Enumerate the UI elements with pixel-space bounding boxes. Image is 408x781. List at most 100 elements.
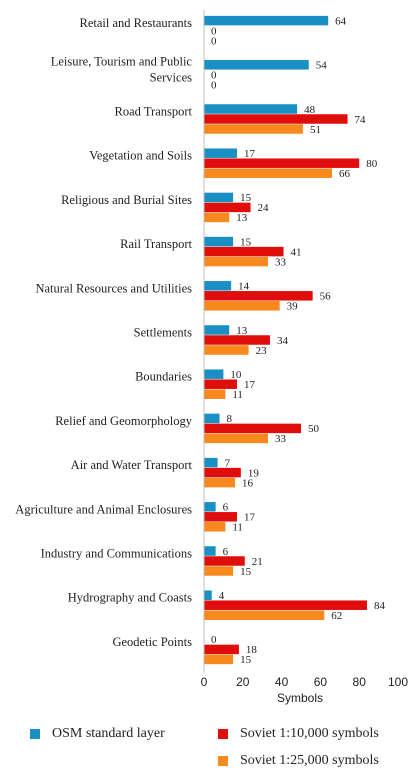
value-label-soviet-1-10-000-symbols-boundaries: 17 [244,379,256,391]
value-label-osm-standard-layer-boundaries: 10 [230,369,242,381]
bar-osm-standard-layer-leisure-tourism-and-public-services [204,60,309,70]
bar-soviet-1-10-000-symbols-vegetation-and-soils [204,158,360,168]
value-label-osm-standard-layer-relief-and-geomorphology: 8 [227,413,233,425]
bar-soviet-1-25-000-symbols-religious-and-burial-sites [204,212,230,223]
value-label-osm-standard-layer-vegetation-and-soils: 17 [244,148,256,160]
value-label-soviet-1-25-000-symbols-rail-transport: 33 [275,256,287,268]
x-tick-label-80: 80 [353,675,367,689]
x-axis-title: Symbols [277,691,323,705]
legend-item-soviet-25k: Soviet 1:25,000 symbols [218,753,379,769]
bar-soviet-1-25-000-symbols-boundaries [204,389,226,399]
legend-swatch-soviet-10k [218,729,228,739]
value-label-soviet-1-10-000-symbols-retail-and-restaurants: 0 [211,25,217,37]
value-label-soviet-1-10-000-symbols-hydrography-and-coasts: 84 [374,600,386,612]
value-label-soviet-1-25-000-symbols-relief-and-geomorphology: 33 [275,433,287,445]
value-label-soviet-1-25-000-symbols-boundaries: 11 [232,389,243,401]
value-label-soviet-1-10-000-symbols-relief-and-geomorphology: 50 [308,423,320,435]
bar-soviet-1-10-000-symbols-industry-and-communications [204,556,245,566]
bar-osm-standard-layer-road-transport [204,104,298,114]
value-label-soviet-1-10-000-symbols-road-transport: 74 [355,114,367,126]
value-label-osm-standard-layer-settlements: 13 [236,325,248,337]
category-label-settlements: Settlements [134,326,192,340]
legend-label-soviet-10k: Soviet 1:10,000 symbols [240,726,379,741]
bar-soviet-1-10-000-symbols-road-transport [204,114,348,124]
value-label-soviet-1-25-000-symbols-natural-resources-and-utilities: 39 [287,301,299,313]
value-label-soviet-1-25-000-symbols-agriculture-and-animal-enclosures: 11 [232,522,243,534]
category-label-religious-and-burial-sites: Religious and Burial Sites [61,193,192,207]
value-label-soviet-1-25-000-symbols-industry-and-communications: 15 [240,566,252,578]
bar-soviet-1-25-000-symbols-industry-and-communications [204,566,234,576]
category-label-industry-and-communications: Industry and Communications [41,547,193,561]
value-label-soviet-1-25-000-symbols-geodetic-points: 15 [240,654,252,666]
category-label-rail-transport: Rail Transport [120,237,192,251]
value-label-osm-standard-layer-industry-and-communications: 6 [223,546,229,558]
bar-soviet-1-25-000-symbols-agriculture-and-animal-enclosures [204,522,226,532]
value-label-soviet-1-10-000-symbols-rail-transport: 41 [291,246,302,258]
value-label-soviet-1-10-000-symbols-vegetation-and-soils: 80 [366,158,378,170]
value-label-soviet-1-25-000-symbols-religious-and-burial-sites: 13 [236,212,248,224]
bar-osm-standard-layer-natural-resources-and-utilities [204,281,232,291]
bar-soviet-1-25-000-symbols-rail-transport [204,256,269,267]
bar-osm-standard-layer-retail-and-restaurants [204,15,329,26]
bar-soviet-1-10-000-symbols-boundaries [204,379,237,389]
bar-osm-standard-layer-relief-and-geomorphology [204,413,220,424]
bar-soviet-1-25-000-symbols-natural-resources-and-utilities [204,301,280,311]
bar-osm-standard-layer-industry-and-communications [204,546,216,556]
value-label-soviet-1-25-000-symbols-hydrography-and-coasts: 62 [331,610,342,622]
category-label-boundaries: Boundaries [135,370,192,384]
bar-soviet-1-25-000-symbols-air-and-water-transport [204,477,236,488]
bar-osm-standard-layer-rail-transport [204,236,234,247]
bar-osm-standard-layer-boundaries [204,369,224,379]
legend-label-osm: OSM standard layer [52,726,165,741]
bar-osm-standard-layer-settlements [204,325,230,335]
bar-soviet-1-25-000-symbols-relief-and-geomorphology [204,433,269,444]
value-label-soviet-1-10-000-symbols-religious-and-burial-sites: 24 [258,202,270,214]
value-label-soviet-1-10-000-symbols-geodetic-points: 18 [246,644,257,656]
bar-soviet-1-10-000-symbols-relief-and-geomorphology [204,423,301,434]
bar-soviet-1-25-000-symbols-settlements [204,345,249,355]
value-label-soviet-1-10-000-symbols-settlements: 34 [277,335,289,347]
bar-soviet-1-25-000-symbols-vegetation-and-soils [204,168,333,178]
x-tick-label-0: 0 [201,675,208,689]
bar-osm-standard-layer-air-and-water-transport [204,457,218,468]
bar-soviet-1-10-000-symbols-religious-and-burial-sites [204,202,251,213]
x-tick-label-60: 60 [314,675,328,689]
value-label-osm-standard-layer-geodetic-points: 0 [211,634,217,646]
bar-osm-standard-layer-vegetation-and-soils [204,148,237,158]
value-label-soviet-1-25-000-symbols-road-transport: 51 [310,124,321,136]
value-label-soviet-1-10-000-symbols-natural-resources-and-utilities: 56 [320,291,332,303]
value-label-osm-standard-layer-rail-transport: 15 [240,236,252,248]
bar-soviet-1-25-000-symbols-road-transport [204,124,303,134]
value-label-soviet-1-10-000-symbols-air-and-water-transport: 19 [248,467,259,479]
x-tick-label-20: 20 [236,675,250,689]
legend-swatch-soviet-25k [218,756,228,766]
category-label-natural-resources-and-utilities: Natural Resources and Utilities [35,281,192,295]
category-label-retail-and-restaurants: Retail and Restaurants [80,16,193,30]
bar-soviet-1-10-000-symbols-air-and-water-transport [204,467,241,478]
bar-soviet-1-10-000-symbols-hydrography-and-coasts [204,600,367,610]
category-label-road-transport: Road Transport [115,105,193,119]
legend-item-soviet-10k: Soviet 1:10,000 symbols [218,726,379,742]
bar-osm-standard-layer-agriculture-and-animal-enclosures [204,502,216,512]
category-label-air-and-water-transport: Air and Water Transport [71,458,193,472]
value-label-osm-standard-layer-natural-resources-and-utilities: 14 [238,281,250,293]
value-label-osm-standard-layer-air-and-water-transport: 7 [225,457,231,469]
legend-swatch-osm [30,729,40,739]
bar-soviet-1-10-000-symbols-natural-resources-and-utilities [204,291,313,301]
bar-soviet-1-10-000-symbols-rail-transport [204,246,284,257]
value-label-osm-standard-layer-agriculture-and-animal-enclosures: 6 [223,502,229,514]
legend: OSM standard layer Soviet 1:10,000 symbo… [0,708,408,781]
value-label-osm-standard-layer-religious-and-burial-sites: 15 [240,192,252,204]
value-label-osm-standard-layer-retail-and-restaurants: 64 [335,15,347,27]
value-label-soviet-1-10-000-symbols-leisure-tourism-and-public-services: 0 [211,70,217,82]
category-label-relief-and-geomorphology: Relief and Geomorphology [55,414,193,428]
value-label-soviet-1-25-000-symbols-leisure-tourism-and-public-services: 0 [211,80,217,92]
value-label-osm-standard-layer-road-transport: 48 [304,104,316,116]
value-label-soviet-1-25-000-symbols-vegetation-and-soils: 66 [339,168,351,180]
value-label-osm-standard-layer-leisure-tourism-and-public-services: 54 [316,60,328,72]
bar-osm-standard-layer-religious-and-burial-sites [204,192,234,203]
legend-label-soviet-25k: Soviet 1:25,000 symbols [240,753,379,768]
bar-soviet-1-25-000-symbols-geodetic-points [204,654,234,665]
legend-item-osm: OSM standard layer [30,726,165,742]
value-label-soviet-1-25-000-symbols-retail-and-restaurants: 0 [211,35,217,47]
